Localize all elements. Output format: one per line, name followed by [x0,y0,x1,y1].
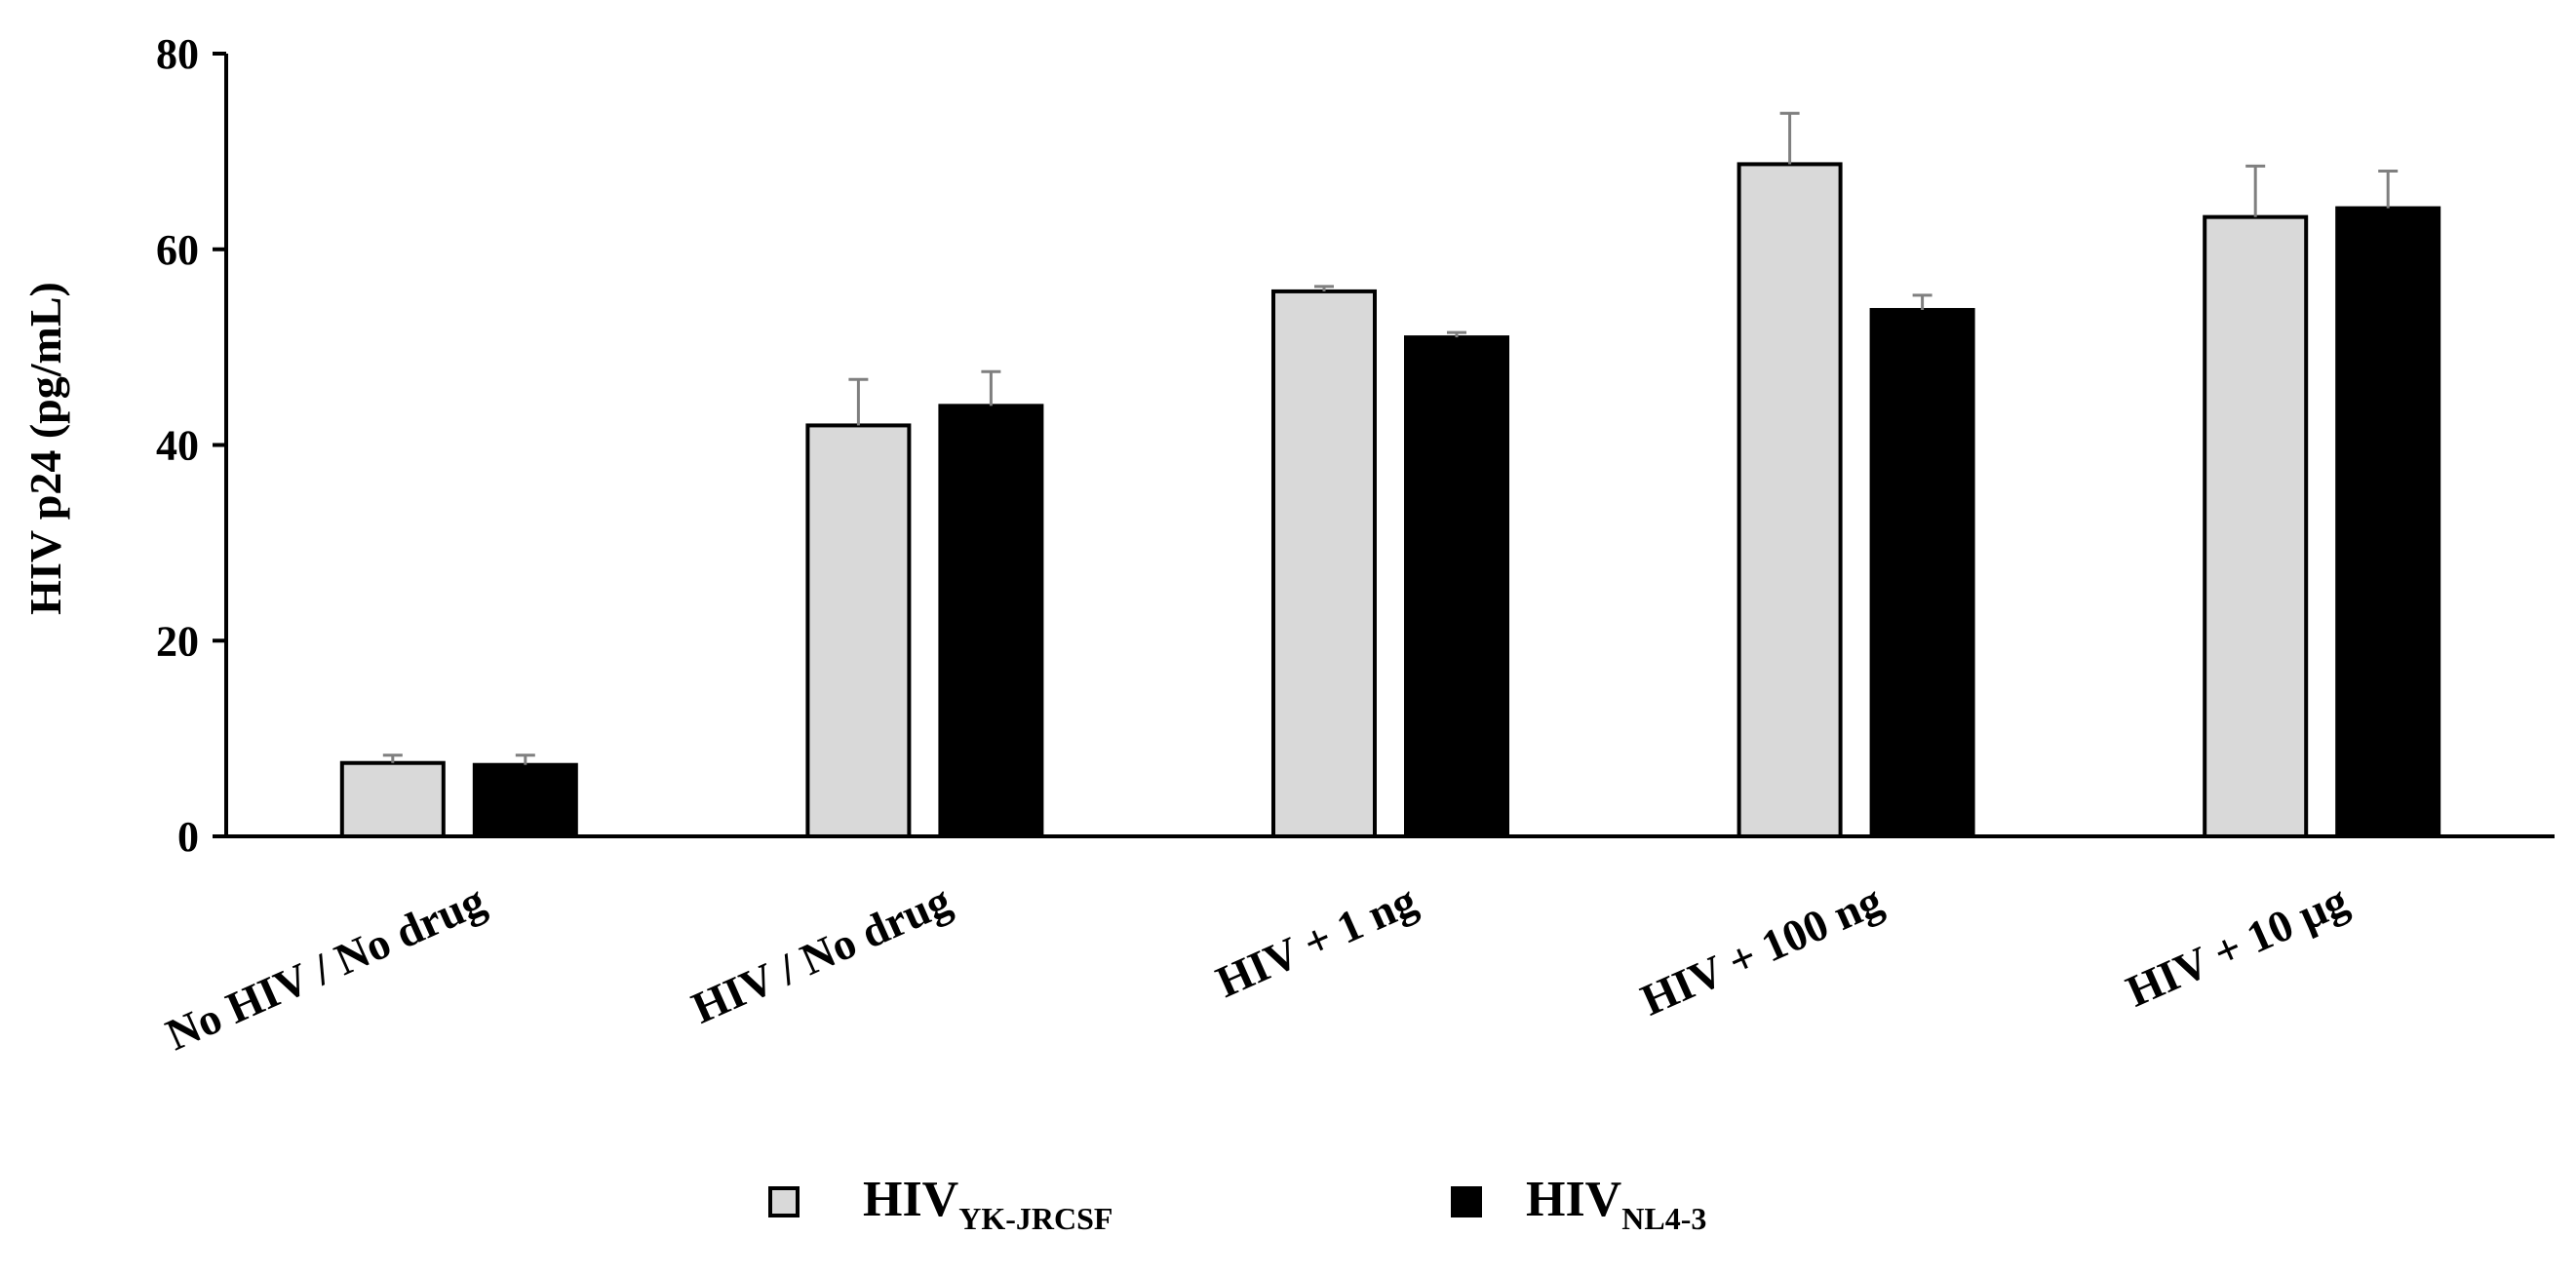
x-category-label: HIV + 1 ng [1209,875,1424,1007]
legend-label: HIVYK-JRCSF [863,1172,1112,1236]
x-category-label: HIV + 10 µg [2119,875,2355,1017]
y-tick-label: 60 [156,226,199,274]
legend-label: HIVNL4-3 [1526,1172,1706,1236]
category-labels-layer: No HIV / No drug HIV / No drug HIV + 1 ng H… [159,875,2356,1061]
x-category-label: No HIV / No drug [159,875,492,1061]
y-tick-label: 40 [156,422,199,470]
bar-nl4-3 [2335,206,2441,838]
bar-nl4-3 [1869,307,1975,839]
bar-yk-jrcsf [1737,162,1843,838]
bar-nl4-3 [1404,335,1509,838]
legend-subscript: YK-JRCSF [958,1201,1112,1236]
y-tick-label: 20 [156,617,199,665]
legend-subscript: NL4-3 [1621,1201,1706,1236]
bar-nl4-3 [472,762,578,839]
bar-yk-jrcsf [805,423,912,838]
legend-swatch [1451,1186,1482,1217]
y-ticks-layer: 0 20 40 60 80 [156,30,226,861]
legend-swatch [768,1186,800,1217]
bar-yk-jrcsf [339,760,446,838]
y-tick-label: 0 [177,813,199,861]
y-tick-label: 80 [156,30,199,78]
x-category-label: HIV / No drug [684,875,957,1033]
bars-layer [339,162,2441,839]
x-category-label: HIV + 100 ng [1633,875,1889,1025]
error-bars-layer [382,111,2399,765]
legend: HIVYK-JRCSF HIVNL4-3 [768,1172,1706,1236]
bar-yk-jrcsf [1271,289,1377,838]
y-axis-title: HIV p24 (pg/mL) [20,282,70,615]
bar-yk-jrcsf [2203,214,2309,839]
bar-nl4-3 [938,404,1044,838]
